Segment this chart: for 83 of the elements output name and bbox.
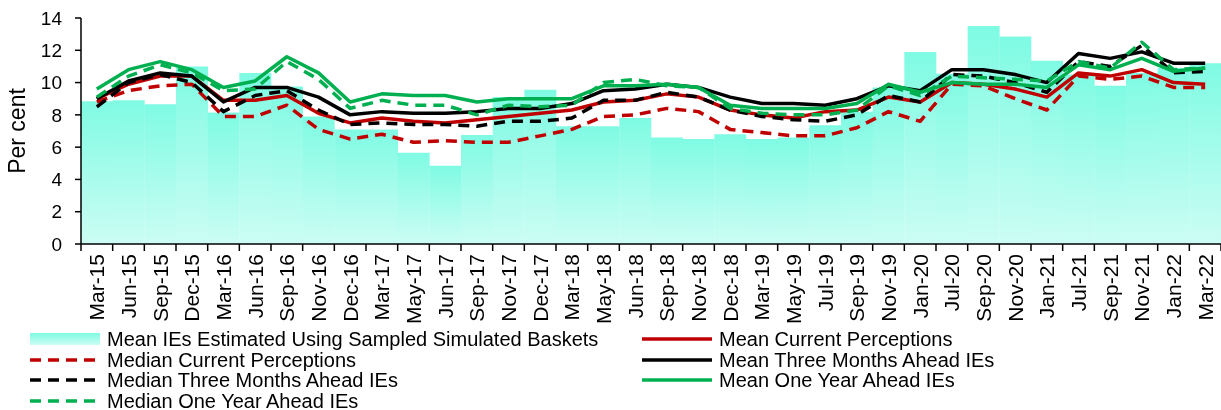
legend-label: Mean IEs Estimated Using Sampled Simulated Baskets [107,328,599,350]
x-tick-label: Sep-18 [655,254,679,322]
bar [746,139,778,244]
bar [999,36,1032,244]
y-tick-label: 12 [40,40,62,62]
x-tick-label: Mar-16 [212,254,235,321]
bar [176,66,208,244]
x-tick-label: Dec-17 [528,254,552,322]
bar [936,73,968,244]
x-tick-label: Jun-16 [243,254,267,319]
x-tick-label: Nov-17 [497,254,520,322]
bar [112,100,145,244]
y-tick-label: 14 [40,7,63,29]
x-tick-label: Mar-15 [85,254,109,321]
bar [841,111,873,244]
y-tick-label: 10 [40,72,62,94]
x-tick-label: Mar-17 [370,254,394,321]
bar [682,139,715,244]
x-tick-label: Jul-21 [1067,254,1090,312]
x-tick-label: Dec-18 [718,254,742,322]
x-tick-label: Nov-21 [1130,254,1154,322]
x-tick-label: Mar-22 [1193,254,1217,321]
x-tick-label: Jun-15 [117,254,140,319]
x-tick-label: Sep-17 [465,254,489,322]
y-tick-label: 8 [51,104,62,126]
x-tick-label: Sep-19 [845,254,869,322]
bar [1189,63,1221,244]
x-tick-label: Jul-19 [813,254,837,312]
x-tick-label: Mar-19 [750,254,774,321]
y-tick-label: 4 [51,169,63,191]
bar [1094,85,1127,244]
bar [144,104,177,244]
bar [1062,74,1095,244]
bar [619,118,652,244]
x-tick-label: May-17 [402,254,425,325]
y-tick-label: 6 [51,136,62,158]
bar [334,129,367,244]
bar [207,112,240,244]
bar [271,86,303,244]
bar [556,126,588,244]
legend-label: Median One Year Ahead IEs [107,389,359,410]
bar [904,51,937,244]
x-tick-label: Dec-15 [180,254,204,322]
bar [1126,72,1158,244]
y-tick-label: 0 [51,233,62,255]
x-tick-label: Dec-16 [338,254,362,322]
x-tick-label: Jan-22 [1162,254,1185,319]
x-tick-label: Nov-20 [1003,254,1027,322]
x-tick-label: Nov-18 [687,254,710,322]
x-tick-label: Sep-21 [1098,254,1122,322]
bar [651,137,683,244]
bar [302,116,335,244]
x-tick-label: Jan-21 [1035,254,1059,319]
bar [777,137,810,244]
x-tick-label: Jun-17 [433,254,457,319]
bar [1157,68,1190,244]
x-tick-label: Nov-19 [877,254,900,322]
bar [461,135,493,244]
x-tick-label: May-19 [782,254,805,325]
bar [239,72,272,244]
bar [397,152,430,244]
bar [809,125,842,244]
x-tick-label: Jun-18 [623,254,647,319]
y-tick-label: 2 [51,201,62,223]
x-tick-label: Mar-18 [560,254,584,321]
x-tick-label: Jul-20 [940,254,964,312]
x-tick-label: Nov-16 [307,254,330,322]
bar [967,26,1000,244]
bar [429,165,462,244]
legend-label: Mean Current Perceptions [719,328,953,350]
x-tick-label: May-18 [592,254,615,325]
x-tick-label: Sep-15 [148,254,172,322]
bar [714,134,747,244]
x-tick-label: Sep-20 [972,254,995,322]
bar [81,101,113,244]
x-tick-label: Jan-20 [908,254,932,319]
y-axis-title: Per cent [4,87,30,174]
bar [366,129,398,244]
bar [1031,60,1063,244]
legend-label: Mean One Year Ahead IEs [719,369,955,391]
bar [587,126,620,244]
bar [872,87,905,244]
x-tick-label: Sep-16 [275,254,299,322]
